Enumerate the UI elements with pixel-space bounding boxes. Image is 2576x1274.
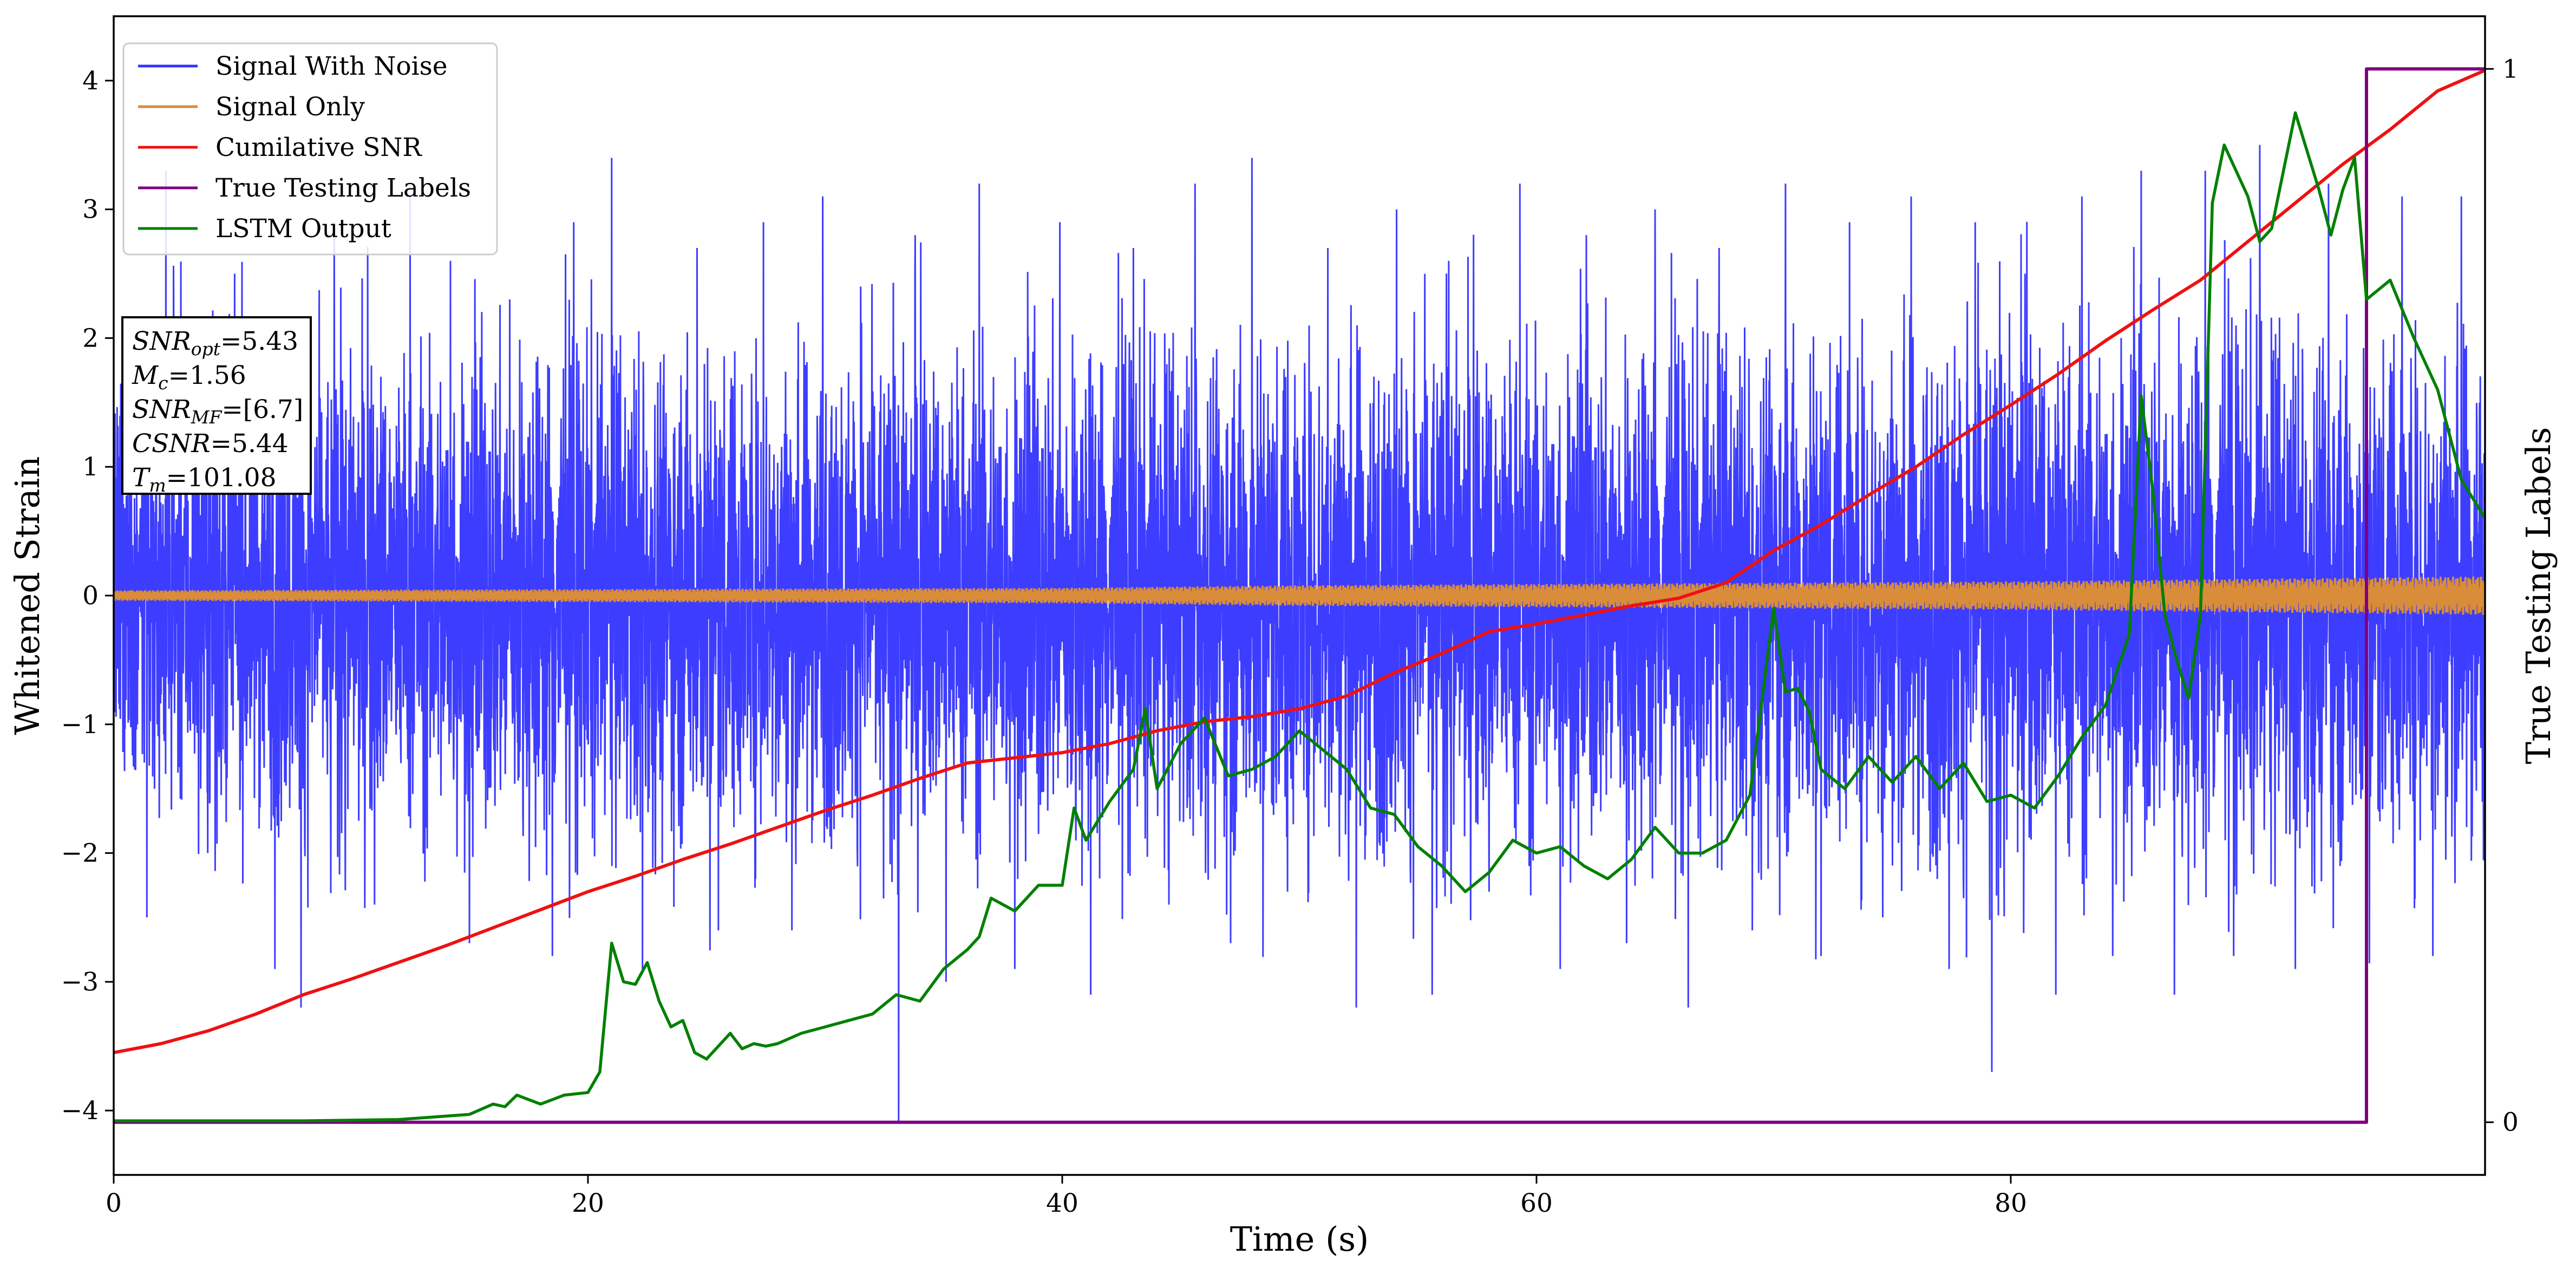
y-axis-right: 01 [2485,54,2519,1138]
series-signal-with-noise [114,145,2485,1123]
plot-area [114,67,2485,1124]
x-axis-label: Time (s) [1230,1219,1369,1259]
y2-axis-label: True Testing Labels [2519,427,2558,765]
x-tick-label: 80 [1995,1188,2027,1218]
y-tick-label: −3 [61,967,99,997]
y-axis-label: Whitened Strain [8,456,47,735]
x-tick-label: 40 [1046,1188,1078,1218]
y2-tick-label: 0 [2502,1108,2519,1138]
info-box-line: SNRopt=5.43 [132,326,298,360]
legend-label: Signal With Noise [215,51,448,81]
y-tick-label: 2 [82,323,99,353]
legend: Signal With Noise Signal Only Cumilative S… [122,42,498,256]
y-tick-label: 3 [82,195,99,225]
series-cumulative-snr [114,69,2485,1055]
legend-label: Signal Only [215,92,365,122]
x-tick-label: 0 [106,1188,122,1218]
series-signal-only [114,576,2485,615]
legend-box [122,42,498,256]
x-tick-label: 20 [572,1188,604,1218]
info-box-line: SNRMF=[6.7] [132,395,303,428]
y-tick-label: 0 [82,581,99,611]
x-axis: 0 20 40 60 80 [106,1175,2027,1218]
info-box-line: CSNR=5.44 [132,429,289,459]
legend-label: LSTM Output [215,214,391,244]
y-tick-label: −1 [61,710,99,740]
y2-tick-label: 1 [2502,54,2519,84]
series-true-testing-labels [114,67,2485,1124]
info-box-line: Tm=101.08 [132,463,277,496]
info-box-frame [121,316,312,495]
legend-label: True Testing Labels [215,173,471,203]
y-tick-label: 1 [82,452,99,482]
y-tick-label: 4 [82,66,99,96]
info-box-line: Mc=1.56 [132,361,246,394]
series-lstm-output [114,111,2485,1122]
legend-label: Cumilative SNR [215,133,422,162]
y-axis-left: −4 −3 −2 −1 0 1 2 3 4 [61,66,114,1126]
y-tick-label: −2 [61,839,99,868]
y-tick-label: −4 [61,1096,99,1126]
x-tick-label: 60 [1520,1188,1553,1218]
